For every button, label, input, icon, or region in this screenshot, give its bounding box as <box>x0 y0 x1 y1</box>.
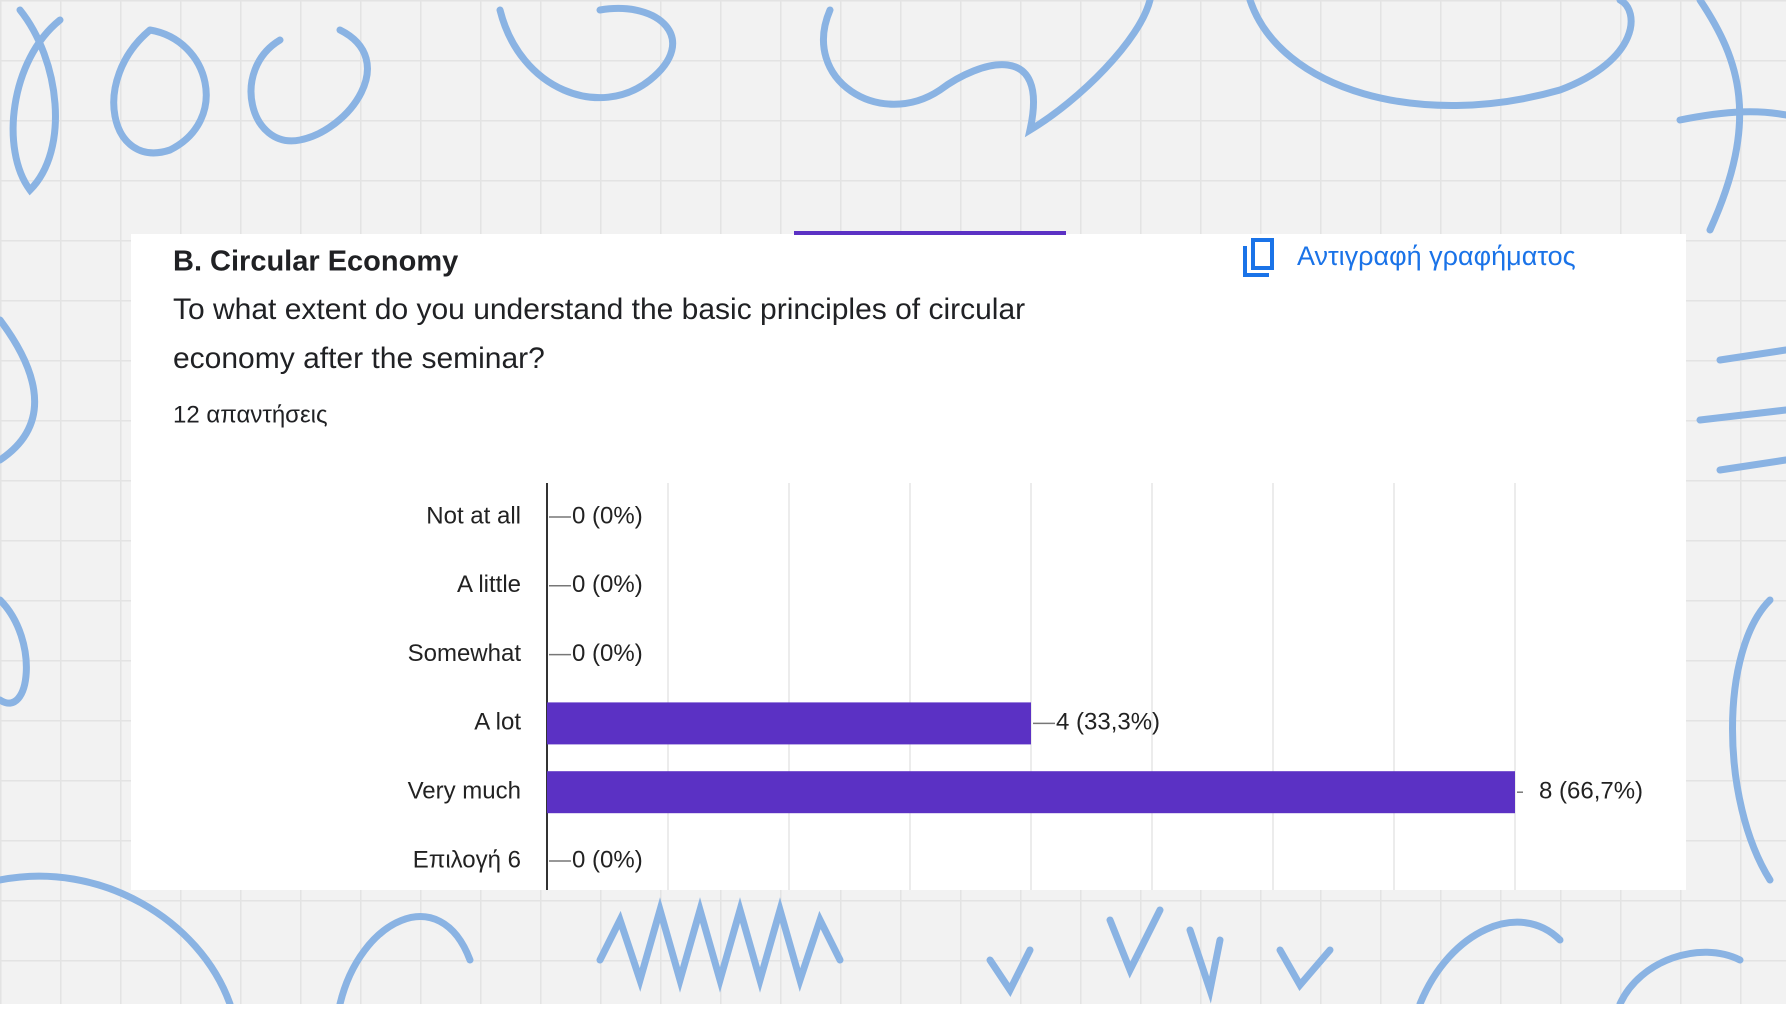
card-title: B. Circular Economy <box>173 246 458 278</box>
value-label: 0 (0%) <box>572 640 643 667</box>
copy-button-label[interactable]: Αντιγραφή γραφήματος <box>1297 241 1576 271</box>
response-count: 12 απαντήσεις <box>173 401 328 428</box>
question-line: To what extent do you understand the bas… <box>173 293 1025 326</box>
value-label: 0 (0%) <box>572 502 643 529</box>
tab-indicator <box>794 231 1066 235</box>
category-label: Very much <box>408 778 521 805</box>
category-label: Not at all <box>426 502 521 529</box>
category-label: Επιλογή 6 <box>413 846 521 873</box>
value-label: 8 (66,7%) <box>1539 778 1643 805</box>
value-label: 0 (0%) <box>572 571 643 598</box>
chart: Not at all 0 (0%) A little 0 (0%) Somewhat 0 … <box>408 483 1643 890</box>
copy-button-area[interactable] <box>1232 236 1644 286</box>
bar <box>547 702 1031 745</box>
category-label: A little <box>457 571 521 598</box>
bar <box>547 771 1515 814</box>
value-label: 0 (0%) <box>572 846 643 873</box>
question-line: economy after the seminar? <box>173 342 545 375</box>
category-label: A lot <box>474 709 521 736</box>
copy-chart-button[interactable]: Αντιγραφή γραφήματος <box>1232 236 1644 286</box>
copy-icon <box>1243 238 1274 277</box>
category-label: Somewhat <box>408 640 522 667</box>
value-label: 4 (33,3%) <box>1056 709 1160 736</box>
